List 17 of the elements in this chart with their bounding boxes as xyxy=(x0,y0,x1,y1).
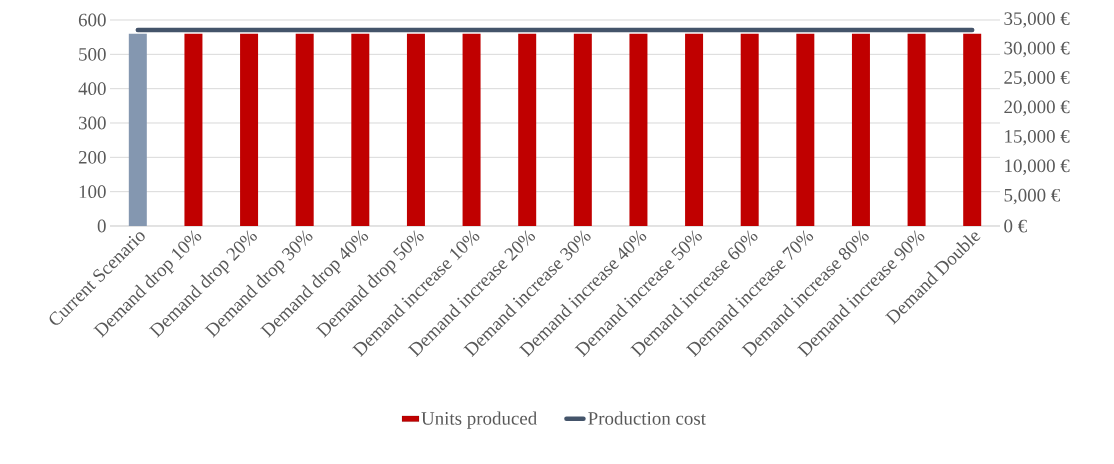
legend-label: Production cost xyxy=(588,411,706,425)
y2-tick-label: 0 € xyxy=(1004,219,1027,233)
y-tick-label: 100 xyxy=(79,185,106,199)
y-tick-label: 0 xyxy=(97,219,106,233)
y-tick-label: 500 xyxy=(79,47,106,61)
y2-tick-label: 10,000 € xyxy=(1005,159,1070,175)
y-tick-label: 200 xyxy=(78,150,106,164)
y2-tick-label: 30,000 € xyxy=(1004,41,1070,58)
y2-tick-label: 25,000 € xyxy=(1004,71,1070,87)
legend-label: Units produced xyxy=(421,411,537,429)
y-tick-label: 400 xyxy=(78,82,106,96)
y-tick-label: 300 xyxy=(78,116,106,130)
y-tick-label: 600 xyxy=(78,13,106,27)
y2-tick-label: 20,000 € xyxy=(1004,100,1070,117)
y2-tick-label: 15,000 € xyxy=(1005,129,1070,146)
y2-tick-label: 5,000 € xyxy=(1004,188,1061,205)
y2-tick-label: 35,000 € xyxy=(1004,12,1070,28)
